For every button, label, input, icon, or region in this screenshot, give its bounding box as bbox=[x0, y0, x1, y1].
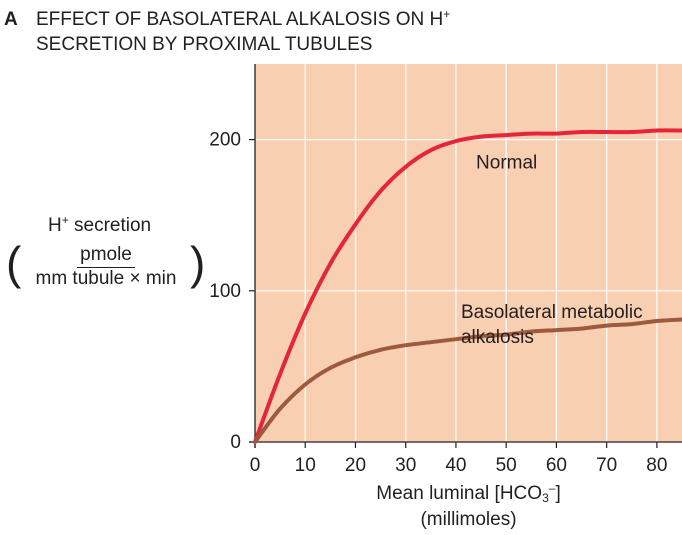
y-axis-label-title: H+ secretion bbox=[48, 213, 152, 237]
y-label-secretion: secretion bbox=[68, 215, 152, 236]
x-tick-label: 0 bbox=[250, 455, 261, 476]
x-tick-label: 40 bbox=[445, 455, 466, 476]
y-label-open-paren: ( bbox=[6, 237, 22, 289]
figure-title: A EFFECT OF BASOLATERAL ALKALOSIS ON H+ S… bbox=[4, 7, 450, 57]
panel-letter: A bbox=[4, 9, 18, 30]
y-tick-label: 200 bbox=[209, 130, 241, 151]
x-tick-label: 30 bbox=[395, 455, 416, 476]
x-label-subscript: 3 bbox=[542, 491, 549, 505]
alkalosis-curve-label: alkalosis bbox=[461, 327, 534, 348]
y-tick-label: 0 bbox=[230, 432, 241, 453]
alkalosis-curve-label: Basolateral metabolic bbox=[461, 302, 643, 323]
x-tick-label: 20 bbox=[345, 455, 366, 476]
y-label-fraction: pmole mm tubule × min bbox=[26, 244, 186, 290]
plot-area bbox=[255, 64, 682, 442]
y-label-h: H bbox=[48, 215, 62, 236]
x-label-superscript: – bbox=[548, 481, 556, 495]
x-tick-label: 50 bbox=[496, 455, 517, 476]
y-tick-label: 100 bbox=[209, 281, 241, 302]
y-label-superscript: + bbox=[61, 213, 69, 227]
title-line-1: EFFECT OF BASOLATERAL ALKALOSIS ON H bbox=[36, 9, 444, 30]
y-axis-label: H+ secretion ( pmole mm tubule × min ) bbox=[0, 212, 210, 292]
x-axis-label: Mean luminal [HCO3–] bbox=[255, 481, 682, 505]
x-axis-units: (millimoles) bbox=[420, 509, 517, 530]
title-line-2: SECRETION BY PROXIMAL TUBULES bbox=[36, 34, 373, 55]
x-tick-label: 80 bbox=[646, 455, 667, 476]
x-tick-label: 60 bbox=[546, 455, 567, 476]
x-label-text: Mean luminal [HCO bbox=[376, 483, 543, 504]
series-line-normal bbox=[253, 128, 682, 444]
y-label-denominator: mm tubule × min bbox=[35, 268, 177, 289]
x-tick-label: 10 bbox=[295, 455, 316, 476]
title-superscript: + bbox=[443, 7, 451, 21]
y-label-numerator: pmole bbox=[77, 244, 135, 268]
normal-curve-label: Normal bbox=[476, 152, 537, 173]
series-line-alkalosis bbox=[253, 317, 682, 444]
y-label-close-paren: ) bbox=[190, 237, 206, 289]
x-label-bracket: ] bbox=[555, 483, 561, 504]
x-tick-label: 70 bbox=[596, 455, 617, 476]
